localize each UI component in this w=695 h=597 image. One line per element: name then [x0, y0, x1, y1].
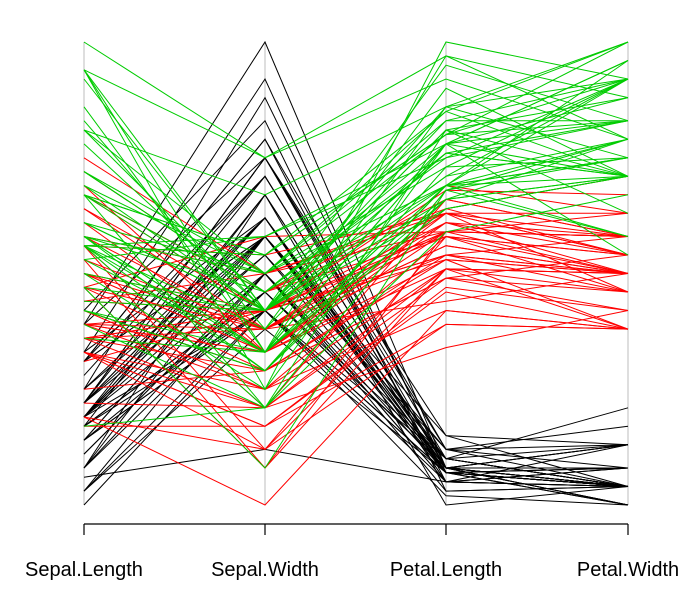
- data-line: [83, 175, 629, 312]
- data-line: [83, 323, 629, 450]
- tick-label: Sepal.Length: [25, 559, 143, 581]
- data-line: [83, 268, 629, 409]
- data-line: [83, 175, 629, 487]
- data-line: [83, 55, 629, 159]
- data-line: [83, 138, 629, 312]
- data-line: [83, 41, 629, 196]
- data-line: [83, 60, 629, 293]
- data-line: [83, 175, 629, 312]
- data-line: [83, 41, 629, 256]
- data-line: [83, 259, 629, 353]
- data-line: [83, 41, 629, 256]
- data-line: [83, 156, 629, 487]
- data-line: [83, 309, 629, 506]
- data-line: [83, 41, 629, 159]
- tick-label: Sepal.Width: [211, 559, 319, 581]
- data-line: [83, 138, 629, 450]
- data-line: [83, 231, 629, 362]
- data-line: [83, 143, 629, 330]
- data-line: [83, 291, 629, 506]
- data-line: [83, 157, 629, 409]
- bottom-axis: Sepal.Length Sepal.Width Petal.Length Pe…: [25, 523, 679, 581]
- data-line: [83, 235, 629, 451]
- data-lines: [83, 40, 629, 506]
- data-line: [83, 310, 629, 409]
- data-line: [83, 55, 629, 354]
- data-line: [83, 138, 629, 353]
- data-line: [83, 208, 629, 312]
- data-line: [83, 189, 629, 469]
- data-line: [83, 448, 629, 483]
- data-line: [83, 254, 629, 325]
- data-line: [83, 309, 629, 390]
- data-line: [83, 291, 629, 427]
- data-line: [83, 235, 629, 460]
- data-line: [83, 175, 629, 312]
- tick-label: Petal.Length: [390, 559, 502, 581]
- data-line: [83, 175, 629, 487]
- data-line: [83, 157, 629, 372]
- data-line: [83, 78, 629, 293]
- data-line: [83, 143, 629, 390]
- data-line: [83, 69, 629, 312]
- tick-label: Petal.Width: [577, 559, 679, 581]
- data-line: [83, 152, 629, 293]
- data-line: [83, 193, 629, 506]
- data-line: [83, 110, 629, 275]
- data-line: [83, 212, 629, 288]
- data-line: [83, 78, 629, 261]
- data-line: [83, 309, 629, 474]
